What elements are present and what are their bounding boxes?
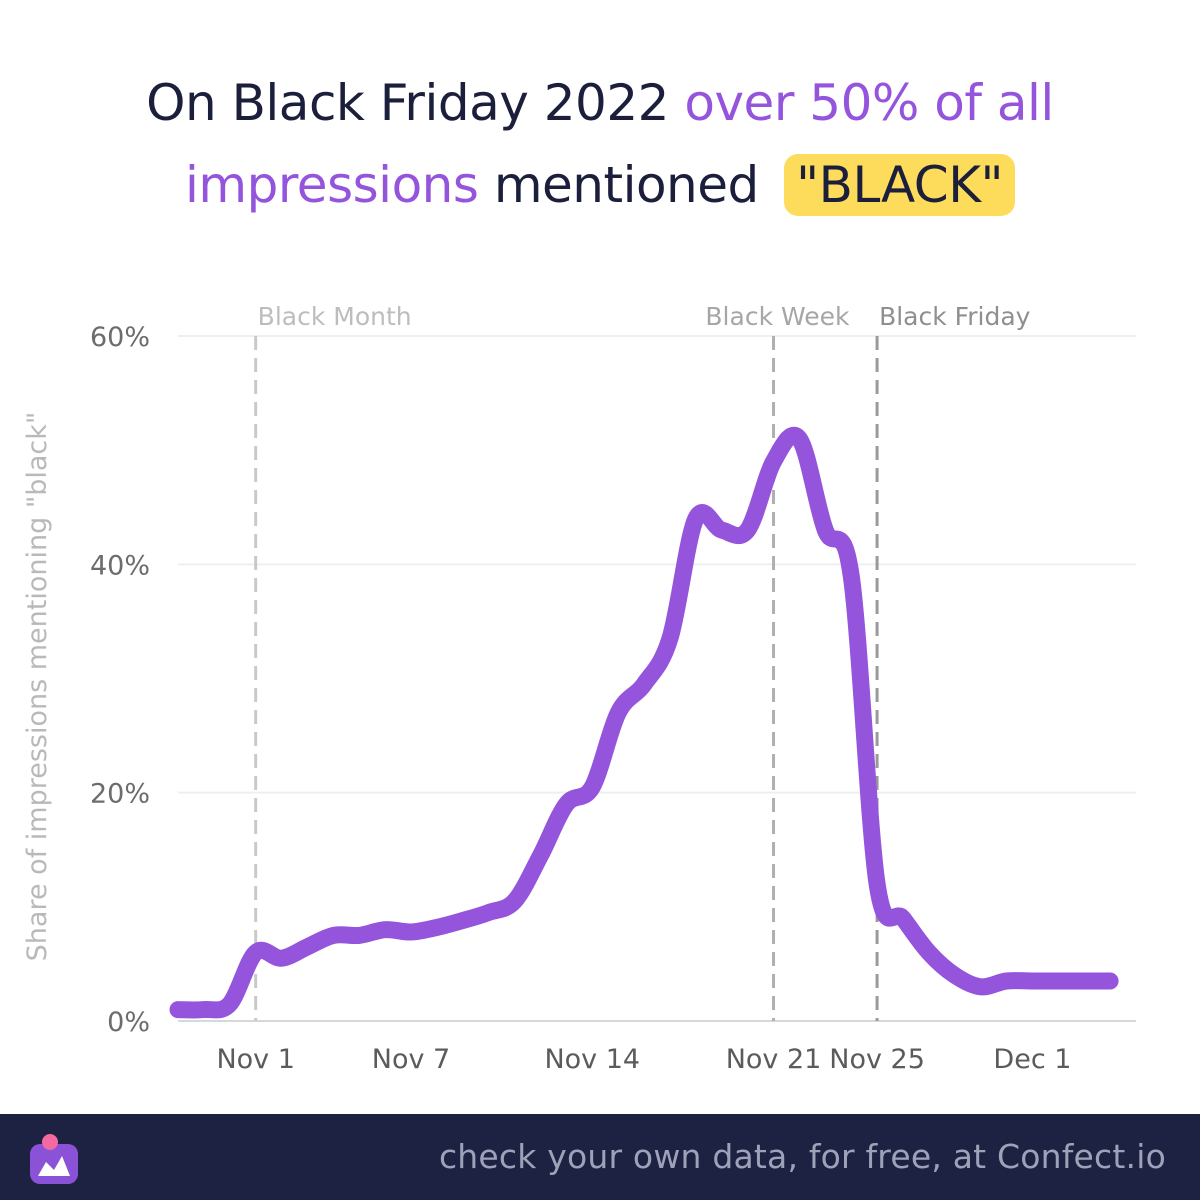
marker-label: Black Friday <box>879 302 1031 331</box>
title-accent-2: impressions <box>185 156 479 214</box>
y-tick-label: 0% <box>107 1007 150 1038</box>
y-axis-label: Share of impressions mentioning "black" <box>22 412 53 962</box>
title-line-2: impressions mentioned "BLACK" <box>0 144 1200 226</box>
title-part-1: On Black Friday 2022 <box>146 74 669 132</box>
x-tick-label: Dec 1 <box>993 1044 1071 1075</box>
footer-bar: check your own data, for free, at Confec… <box>0 1114 1200 1200</box>
x-tick-label: Nov 7 <box>372 1044 450 1075</box>
x-tick-label: Nov 21 <box>726 1044 822 1075</box>
marker-label: Black Month <box>258 302 412 331</box>
chart-title: On Black Friday 2022 over 50% of all imp… <box>0 62 1200 226</box>
title-accent-1: over 50% of all <box>684 74 1054 132</box>
y-tick-label: 20% <box>90 779 150 810</box>
x-tick-label: Nov 14 <box>544 1044 640 1075</box>
line-chart: 0% 20% 40% 60% Share of impressions mentioni… <box>22 302 1136 1075</box>
marker-label: Black Week <box>705 302 850 331</box>
title-part-4: mentioned <box>493 156 759 214</box>
y-tick-label: 40% <box>90 550 150 581</box>
title-line-1: On Black Friday 2022 over 50% of all <box>0 62 1200 144</box>
title-highlight: "BLACK" <box>784 154 1015 216</box>
x-tick-label: Nov 1 <box>216 1044 294 1075</box>
footer-cta: check your own data, for free, at Confec… <box>438 1137 1166 1176</box>
series-line <box>169 426 1119 1019</box>
confect-logo-icon <box>30 1134 78 1184</box>
y-tick-label: 60% <box>90 322 150 353</box>
x-tick-label: Nov 25 <box>829 1044 925 1075</box>
